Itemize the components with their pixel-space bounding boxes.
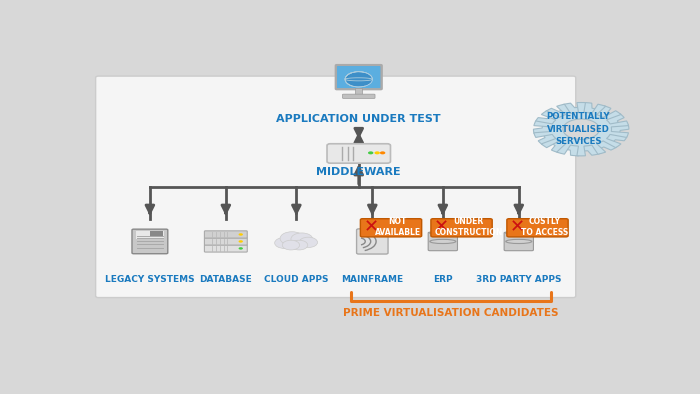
FancyBboxPatch shape [504, 232, 533, 251]
Text: ✕: ✕ [434, 219, 449, 237]
Circle shape [239, 240, 243, 243]
Circle shape [380, 151, 385, 154]
Circle shape [280, 232, 304, 245]
Circle shape [299, 237, 318, 247]
FancyBboxPatch shape [342, 94, 375, 98]
Text: CLOUD APPS: CLOUD APPS [264, 275, 328, 284]
FancyBboxPatch shape [356, 229, 388, 254]
Text: MIDDLEWARE: MIDDLEWARE [316, 167, 401, 177]
Circle shape [368, 151, 373, 154]
Circle shape [291, 233, 313, 245]
Ellipse shape [430, 240, 456, 243]
FancyBboxPatch shape [132, 229, 168, 254]
Text: UNDER
CONSTRUCTION: UNDER CONSTRUCTION [434, 217, 503, 237]
Text: PRIME VIRTUALISATION CANDIDATES: PRIME VIRTUALISATION CANDIDATES [343, 309, 559, 318]
Circle shape [239, 247, 243, 250]
Ellipse shape [430, 231, 456, 235]
Circle shape [563, 119, 599, 139]
FancyBboxPatch shape [96, 76, 575, 297]
Circle shape [374, 151, 380, 154]
Text: POTENTIALLY
VIRTUALISED
SERVICES: POTENTIALLY VIRTUALISED SERVICES [547, 112, 610, 146]
FancyBboxPatch shape [356, 88, 362, 95]
FancyBboxPatch shape [507, 219, 568, 237]
Circle shape [290, 240, 308, 250]
Text: MAINFRAME: MAINFRAME [342, 275, 403, 284]
FancyBboxPatch shape [136, 230, 164, 239]
Text: NOT
AVAILABLE: NOT AVAILABLE [374, 217, 421, 237]
Ellipse shape [506, 231, 532, 235]
Text: ERP: ERP [433, 275, 453, 284]
Polygon shape [534, 102, 629, 156]
FancyBboxPatch shape [204, 238, 247, 245]
Text: LEGACY SYSTEMS: LEGACY SYSTEMS [105, 275, 195, 284]
Circle shape [282, 240, 300, 250]
FancyBboxPatch shape [336, 65, 382, 89]
Circle shape [274, 238, 294, 249]
Text: DATABASE: DATABASE [199, 275, 252, 284]
Circle shape [345, 72, 372, 87]
FancyBboxPatch shape [204, 245, 247, 252]
Text: ✕: ✕ [364, 219, 379, 237]
Text: ✕: ✕ [510, 219, 525, 237]
FancyBboxPatch shape [431, 219, 492, 237]
Text: 3RD PARTY APPS: 3RD PARTY APPS [476, 275, 561, 284]
FancyBboxPatch shape [204, 231, 247, 238]
FancyBboxPatch shape [428, 232, 458, 251]
Circle shape [239, 233, 243, 236]
FancyBboxPatch shape [327, 144, 391, 163]
Ellipse shape [506, 240, 532, 243]
Text: +: + [359, 229, 365, 236]
Text: APPLICATION UNDER TEST: APPLICATION UNDER TEST [276, 113, 441, 124]
Text: COSTLY
TO ACCESS: COSTLY TO ACCESS [521, 217, 568, 237]
Polygon shape [533, 102, 629, 156]
FancyBboxPatch shape [360, 219, 421, 237]
FancyBboxPatch shape [150, 231, 163, 238]
